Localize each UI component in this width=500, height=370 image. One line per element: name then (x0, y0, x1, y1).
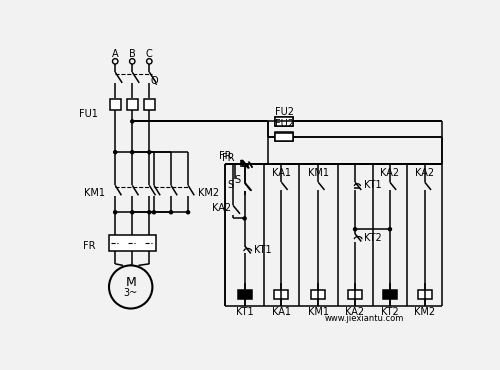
Text: KT1: KT1 (254, 245, 272, 255)
Text: S: S (228, 180, 234, 190)
Bar (110, 99, 120, 110)
Text: FR: FR (222, 152, 234, 162)
Text: FR: FR (84, 241, 96, 251)
Circle shape (388, 228, 392, 231)
Bar (418, 290, 432, 299)
Text: KT1: KT1 (364, 180, 382, 190)
Bar (127, 99, 138, 110)
Text: B: B (129, 48, 136, 58)
Text: M: M (126, 276, 136, 289)
Circle shape (148, 151, 151, 154)
Bar (144, 99, 154, 110)
Text: KT1: KT1 (236, 307, 254, 317)
Circle shape (114, 151, 117, 154)
Text: KA1: KA1 (272, 168, 291, 178)
Bar (275, 132, 293, 141)
Circle shape (130, 151, 134, 154)
Text: FR: FR (219, 151, 232, 161)
Bar (348, 290, 362, 299)
Text: Q: Q (150, 76, 158, 86)
Text: KA2: KA2 (346, 307, 364, 317)
Text: KM2: KM2 (198, 188, 219, 198)
Circle shape (130, 120, 134, 123)
Text: KA1: KA1 (272, 307, 291, 317)
Bar (274, 290, 288, 299)
Bar (109, 235, 156, 251)
Circle shape (243, 217, 246, 220)
Text: FU1: FU1 (80, 109, 98, 119)
Bar (383, 290, 397, 299)
Text: S: S (234, 175, 241, 185)
Text: www.jiexiantu.com: www.jiexiantu.com (325, 314, 404, 323)
Text: KM1: KM1 (308, 307, 329, 317)
Circle shape (130, 211, 134, 214)
Text: A: A (112, 48, 118, 58)
Circle shape (186, 211, 190, 214)
Circle shape (114, 211, 117, 214)
Text: 3~: 3~ (124, 288, 138, 298)
Bar (275, 117, 293, 126)
Circle shape (130, 58, 135, 64)
Circle shape (146, 58, 152, 64)
Text: KA2: KA2 (380, 168, 400, 178)
Text: KA2: KA2 (212, 204, 232, 213)
Text: KM1: KM1 (84, 188, 105, 198)
Text: KM1: KM1 (308, 168, 329, 178)
Text: FU2: FU2 (274, 120, 293, 130)
Circle shape (148, 211, 151, 214)
Circle shape (112, 58, 118, 64)
Bar (275, 117, 293, 126)
Text: C: C (146, 48, 152, 58)
Bar (275, 132, 293, 141)
Text: KT2: KT2 (364, 233, 382, 243)
Text: KA2: KA2 (415, 168, 434, 178)
Text: KM2: KM2 (414, 307, 436, 317)
Bar (238, 290, 252, 299)
Text: KT2: KT2 (381, 307, 399, 317)
Text: FU2: FU2 (274, 107, 293, 117)
Circle shape (354, 228, 356, 231)
Circle shape (152, 211, 156, 214)
Circle shape (170, 211, 172, 214)
Bar (312, 290, 325, 299)
